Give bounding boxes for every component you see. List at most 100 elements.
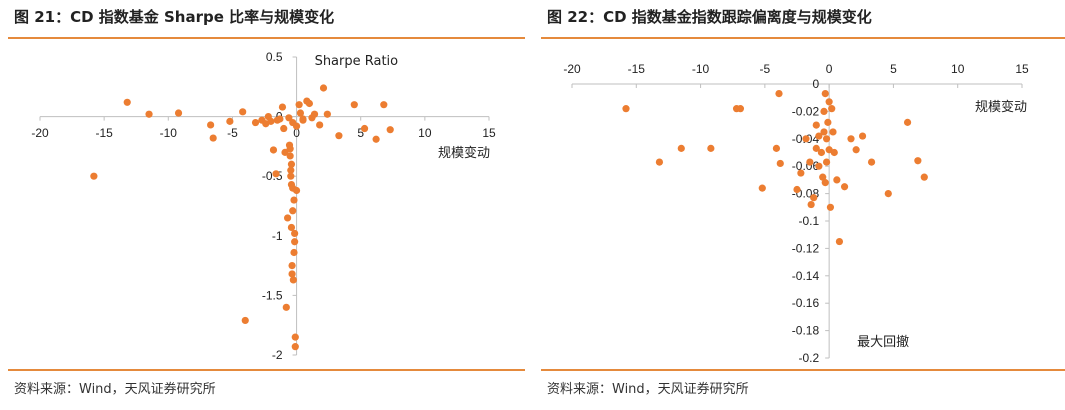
data-point [655, 158, 664, 166]
data-point [289, 207, 297, 215]
data-point [291, 229, 299, 238]
data-point [815, 162, 823, 170]
data-point [802, 135, 810, 143]
data-point [380, 101, 388, 109]
data-point [241, 316, 249, 325]
data-point [820, 107, 828, 115]
data-point [287, 172, 295, 180]
data-point [840, 183, 849, 191]
x-tick-label: 0 [293, 126, 300, 140]
data-point [835, 237, 844, 246]
y-tick-label: -0.16 [792, 296, 820, 310]
data-point [824, 118, 832, 126]
data-point [707, 144, 715, 152]
data-point [828, 105, 836, 113]
data-point [209, 134, 217, 142]
data-point [833, 176, 841, 184]
data-point [350, 101, 358, 109]
data-point [283, 214, 292, 222]
data-point [335, 132, 343, 140]
data-point [386, 126, 394, 134]
data-point [299, 116, 307, 124]
data-point [267, 117, 275, 125]
data-point [806, 158, 814, 166]
data-point [622, 105, 630, 113]
data-point [290, 248, 298, 257]
y-tick-label: -0.2 [798, 351, 819, 365]
x-tick-label: -15 [628, 62, 646, 76]
x-tick-label: 15 [1015, 62, 1029, 76]
data-point [282, 303, 290, 311]
x-axis-label: 规模变动 [438, 145, 490, 161]
y-tick-label: -0.02 [792, 104, 820, 118]
data-point [323, 110, 331, 118]
x-tick-label: 15 [482, 126, 496, 140]
y-axis-label: Sharpe Ratio [315, 54, 399, 69]
data-point [822, 158, 831, 166]
title-rule [541, 37, 1065, 39]
data-point [819, 173, 827, 181]
figure-title: 图 22：CD 指数基金指数跟踪偏离度与规模变化 [547, 8, 872, 26]
y-tick-label: -1.5 [262, 288, 283, 302]
source-note: 资料来源：Wind，天风证券研究所 [547, 382, 749, 397]
data-point [884, 190, 892, 198]
y-tick-label: 0.5 [266, 50, 283, 64]
data-point [810, 194, 818, 202]
data-point [292, 186, 301, 195]
y-tick-label: -0.1 [798, 214, 819, 228]
source-note: 资料来源：Wind，天风证券研究所 [14, 382, 216, 397]
x-tick-label: -15 [95, 126, 113, 140]
data-point [285, 114, 293, 122]
data-point [276, 115, 284, 123]
data-point [287, 166, 295, 174]
data-point [310, 110, 319, 118]
x-tick-label: 10 [418, 126, 432, 140]
data-point [758, 184, 766, 192]
data-point [360, 124, 369, 133]
source-rule [8, 369, 525, 371]
data-point [847, 135, 855, 143]
data-point [822, 135, 831, 143]
data-point [736, 105, 745, 113]
data-point [239, 108, 247, 116]
data-point [174, 109, 183, 117]
data-point [292, 122, 301, 130]
data-point [920, 173, 928, 181]
data-point [775, 89, 783, 98]
data-point [280, 124, 288, 133]
data-point [295, 101, 303, 109]
data-point [90, 172, 98, 180]
data-point [829, 128, 837, 136]
data-point [281, 148, 289, 156]
y-axis-label: 最大回撤 [857, 334, 909, 350]
y-tick-label: -0.5 [262, 169, 283, 183]
x-tick-label: -5 [760, 62, 771, 76]
data-point [820, 128, 828, 136]
data-point [807, 200, 815, 209]
source-rule [541, 369, 1065, 371]
data-point [305, 99, 313, 108]
data-point [812, 144, 820, 152]
x-tick-label: -5 [227, 126, 238, 140]
data-point [776, 159, 784, 168]
data-point [372, 135, 380, 143]
data-point [826, 203, 835, 211]
y-tick-label: 0 [812, 77, 819, 91]
data-point [278, 103, 287, 111]
data-point [287, 223, 296, 232]
panel-sharpe: 图 21：CD 指数基金 Sharpe 比率与规模变化 -20 -15 -10 -5 0… [0, 0, 525, 410]
x-tick-label: 5 [890, 62, 897, 76]
data-point [288, 262, 296, 270]
data-point [797, 169, 805, 177]
data-point [289, 276, 297, 284]
data-point [825, 98, 833, 106]
data-point [286, 145, 294, 153]
x-tick-label: -20 [563, 62, 581, 76]
data-point [226, 117, 234, 125]
data-point [296, 109, 305, 117]
data-point [830, 148, 838, 157]
data-point [914, 157, 922, 165]
sharpe-scatter-chart: -20-15-10-50510150.50-0.5-1-1.5-2Sharpe … [31, 50, 496, 362]
data-point [287, 160, 296, 168]
x-tick-label: -10 [692, 62, 710, 76]
